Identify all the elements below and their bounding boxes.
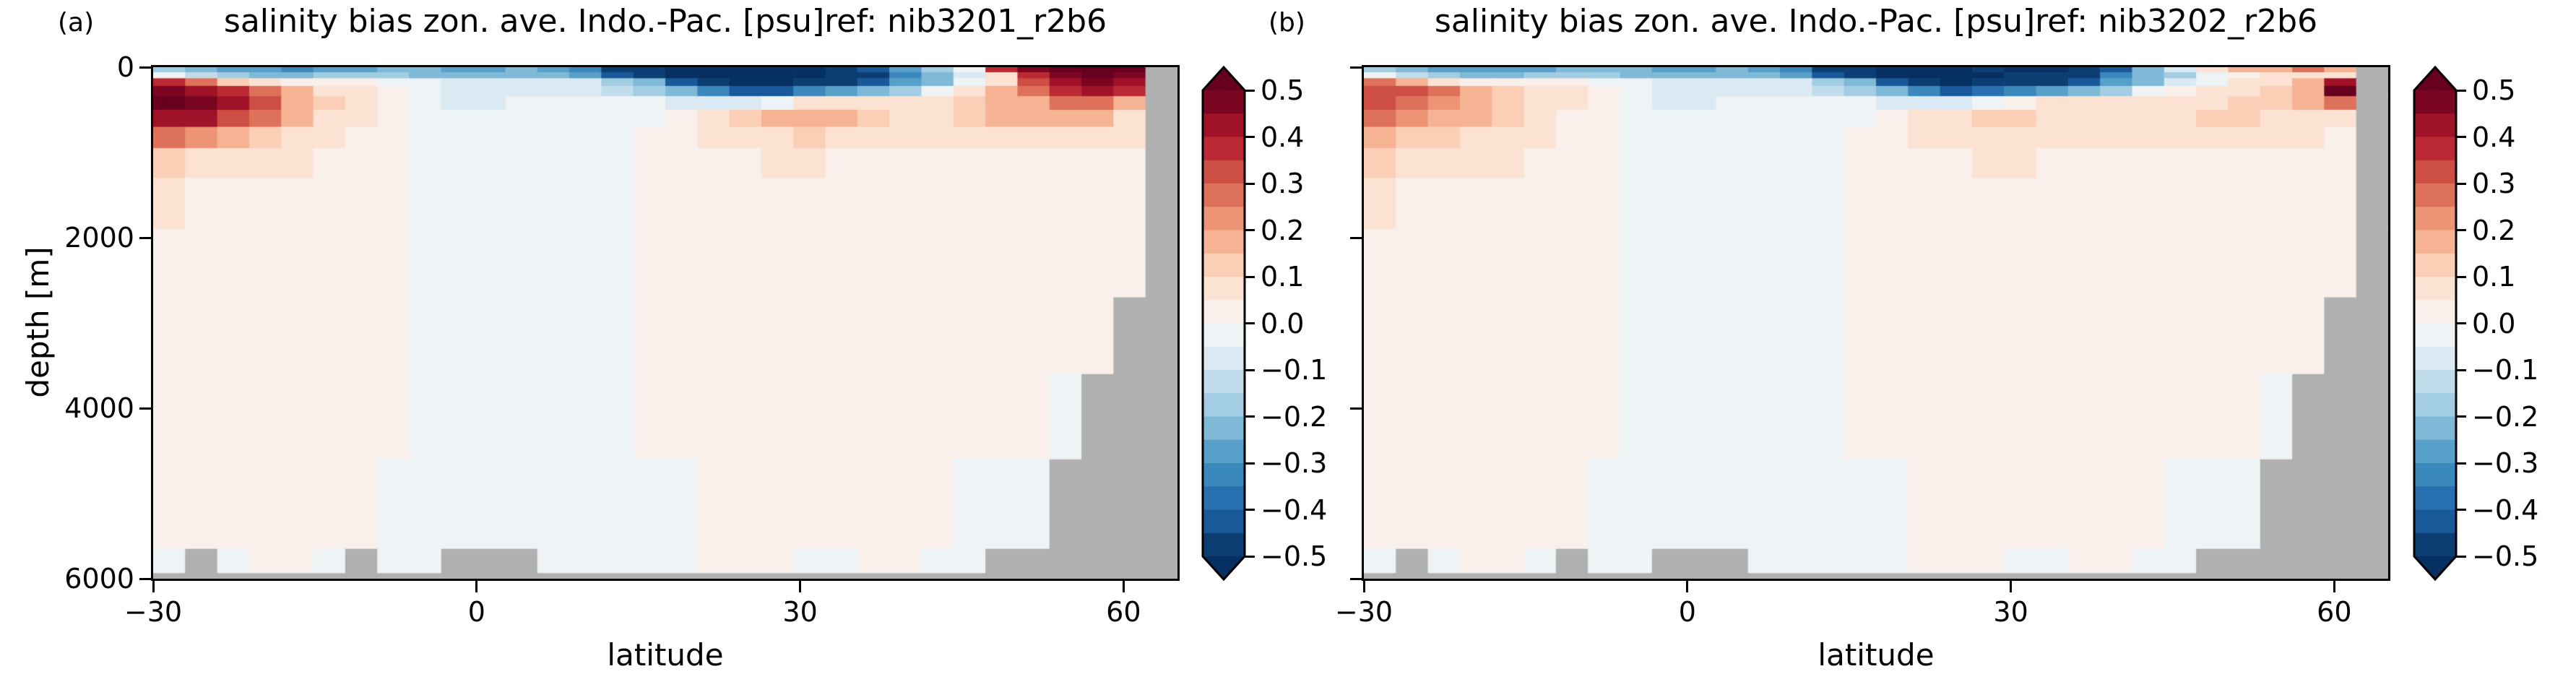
panel-a-letter: (a)	[58, 8, 95, 38]
colorbar-tick-label: −0.2	[2472, 400, 2539, 433]
x-tick-mark	[1362, 581, 1365, 592]
colorbar-tick-label: 0.5	[2472, 74, 2516, 106]
colorbar-tick-mark	[1245, 136, 1255, 138]
x-tick-mark	[799, 581, 802, 592]
colorbar-tick-label: 0.3	[2472, 168, 2516, 199]
colorbar-tick-mark	[1245, 275, 1255, 278]
x-tick-label: 0	[467, 596, 485, 628]
y-tick-mark	[139, 236, 151, 239]
y-tick-label: 4000	[64, 392, 134, 424]
colorbar-tick-label: −0.4	[1261, 493, 1328, 526]
y-tick-label: 2000	[64, 222, 134, 254]
panel-a-xlabel: latitude	[607, 637, 724, 673]
colorbar-tick-label: 0.2	[2472, 214, 2516, 246]
panel-b-title: salinity bias zon. ave. Indo.-Pac. [psu]…	[1434, 3, 2318, 40]
colorbar-tick-label: 0.3	[1261, 168, 1305, 199]
y-tick-mark	[1350, 66, 1362, 69]
colorbar-tick-label: −0.3	[2472, 447, 2539, 479]
colorbar-tick-mark	[2456, 555, 2466, 558]
colorbar-tick-label: −0.5	[1261, 540, 1328, 572]
x-tick-mark	[1686, 581, 1689, 592]
x-tick-label: 30	[782, 596, 818, 628]
x-tick-mark	[475, 581, 478, 592]
colorbar-tick-label: 0.4	[2472, 121, 2516, 153]
panel-a-heatmap-canvas	[153, 67, 1177, 579]
colorbar-tick-label: 0.4	[1261, 121, 1305, 153]
colorbar-tick-label: −0.3	[1261, 447, 1328, 479]
colorbar-tick-mark	[2456, 322, 2466, 324]
x-tick-mark	[1122, 581, 1125, 592]
colorbar-tick-mark	[1245, 182, 1255, 185]
colorbar-tick-mark	[1245, 555, 1255, 558]
colorbar-tick-label: −0.1	[1261, 354, 1328, 386]
y-tick-label: 0	[116, 51, 134, 83]
colorbar-tick-label: −0.5	[2472, 540, 2539, 572]
x-tick-label: 60	[1106, 596, 1141, 628]
panel-b-letter: (b)	[1268, 8, 1305, 38]
x-tick-mark	[2333, 581, 2335, 592]
panel-a-title: salinity bias zon. ave. Indo.-Pac. [psu]…	[223, 3, 1107, 40]
colorbar-tick-label: 0.5	[1261, 74, 1305, 106]
colorbar-tick-mark	[1245, 368, 1255, 371]
colorbar-tick-mark	[2456, 136, 2466, 138]
panel-a-ylabel: depth [m]	[20, 246, 56, 398]
colorbar-tick-mark	[1245, 229, 1255, 231]
colorbar-tick-mark	[1245, 509, 1255, 511]
colorbar-tick-mark	[2456, 462, 2466, 465]
y-tick-mark	[1350, 236, 1362, 239]
colorbar-tick-mark	[2456, 229, 2466, 231]
colorbar-tick-label: 0.1	[2472, 261, 2516, 293]
y-tick-mark	[1350, 407, 1362, 410]
colorbar-tick-label: −0.2	[1261, 400, 1328, 433]
x-tick-label: 0	[1678, 596, 1696, 628]
panel-b-plot-area	[1362, 65, 2390, 581]
x-tick-label: 60	[2317, 596, 2352, 628]
y-tick-mark	[139, 577, 151, 580]
colorbar-tick-mark	[1245, 89, 1255, 92]
colorbar-tick-mark	[1245, 322, 1255, 324]
colorbar-tick-mark	[2456, 275, 2466, 278]
panel-a-plot-area	[151, 65, 1180, 581]
colorbar-tick-label: 0.1	[1261, 261, 1305, 293]
x-tick-label: −30	[124, 596, 183, 628]
colorbar-tick-label: 0.0	[2472, 307, 2516, 340]
x-tick-label: −30	[1334, 596, 1393, 628]
colorbar-tick-label: −0.1	[2472, 354, 2539, 386]
x-tick-label: 30	[1993, 596, 2028, 628]
y-tick-label: 6000	[64, 563, 134, 595]
panel-b-xlabel: latitude	[1818, 637, 1935, 673]
colorbar-tick-mark	[1245, 462, 1255, 465]
x-tick-mark	[2010, 581, 2013, 592]
y-tick-mark	[1350, 577, 1362, 580]
colorbar-tick-mark	[2456, 182, 2466, 185]
x-tick-mark	[152, 581, 155, 592]
panel-b-colorbar	[2413, 66, 2458, 582]
colorbar-tick-label: 0.2	[1261, 214, 1305, 246]
panel-b-heatmap-canvas	[1364, 67, 2388, 579]
y-tick-mark	[139, 66, 151, 69]
colorbar-tick-mark	[2456, 509, 2466, 511]
colorbar-tick-mark	[1245, 415, 1255, 418]
y-tick-mark	[139, 407, 151, 410]
colorbar-tick-mark	[2456, 368, 2466, 371]
colorbar-tick-mark	[2456, 415, 2466, 418]
colorbar-tick-mark	[2456, 89, 2466, 92]
colorbar-tick-label: 0.0	[1261, 307, 1305, 340]
panel-a-colorbar	[1201, 66, 1246, 582]
colorbar-tick-label: −0.4	[2472, 493, 2539, 526]
